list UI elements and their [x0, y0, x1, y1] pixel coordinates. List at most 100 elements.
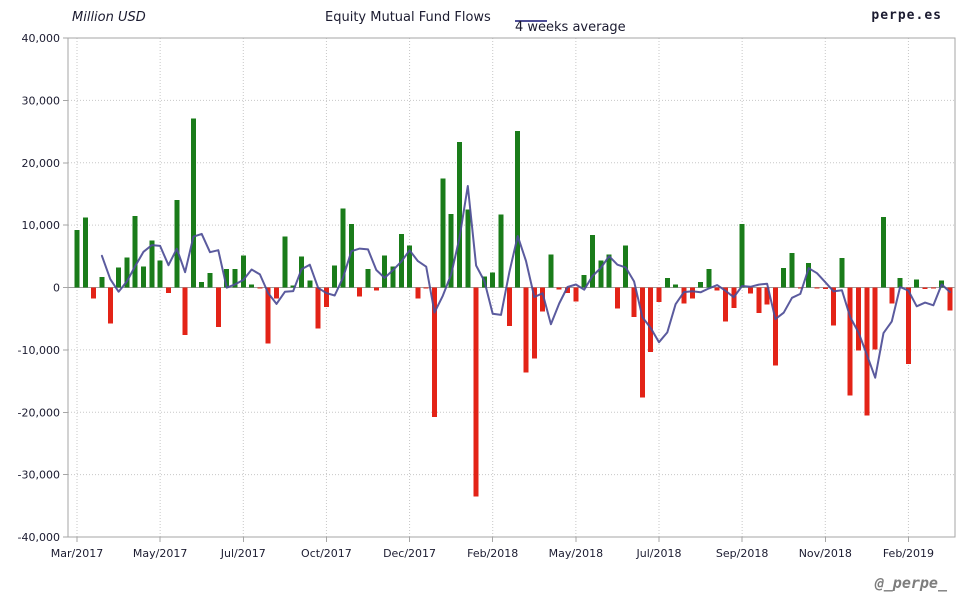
y-axis-label: 20,000 — [22, 157, 61, 170]
flow-bar-positive — [99, 276, 105, 288]
flow-bar-positive — [307, 280, 313, 288]
flow-bar-positive — [789, 253, 795, 288]
flow-bar-positive — [157, 260, 163, 288]
flow-bar-negative — [315, 287, 321, 329]
flow-bar-negative — [531, 287, 537, 359]
y-axis-label: 10,000 — [22, 219, 61, 232]
flow-bar-negative — [756, 287, 762, 313]
flow-bar-negative — [889, 287, 895, 304]
flow-bar-positive — [332, 265, 338, 288]
y-unit-label: Million USD — [72, 10, 146, 25]
flow-bar-positive — [914, 279, 920, 288]
y-axis-label: 40,000 — [22, 32, 61, 45]
flow-bar-negative — [764, 287, 770, 305]
flow-bar-negative — [556, 287, 562, 290]
flow-bar-negative — [797, 287, 803, 289]
flow-bar-negative — [540, 287, 546, 312]
flow-bar-positive — [249, 284, 255, 288]
flow-bar-negative — [656, 287, 662, 303]
flow-bar-positive — [348, 223, 354, 288]
flow-bar-positive — [116, 267, 122, 288]
flow-bar-positive — [839, 258, 845, 288]
x-axis-label: Dec/2017 — [383, 547, 436, 560]
legend-label: 4 weeks average — [515, 20, 626, 35]
x-axis-label: Jul/2017 — [220, 547, 266, 560]
flow-bar-negative — [523, 287, 529, 373]
flow-bar-positive — [340, 208, 346, 288]
flow-bar-positive — [806, 262, 812, 288]
flow-bar-negative — [864, 287, 870, 416]
flow-bar-positive — [589, 234, 595, 288]
flow-bar-positive — [240, 255, 246, 288]
flow-bar-negative — [215, 287, 221, 327]
flow-bar-negative — [107, 287, 113, 324]
flow-bar-negative — [573, 287, 579, 302]
x-axis-label: Feb/2019 — [883, 547, 934, 560]
flow-bar-negative — [814, 287, 820, 289]
x-axis-label: Nov/2018 — [799, 547, 852, 560]
flow-bar-positive — [199, 282, 205, 288]
flow-bar-positive — [673, 284, 679, 288]
flow-bar-positive — [606, 254, 612, 288]
flow-bar-negative — [614, 287, 620, 309]
flow-bar-positive — [149, 240, 155, 288]
x-axis-label: May/2017 — [133, 547, 187, 560]
y-axis-label: 30,000 — [22, 94, 61, 107]
flow-bar-positive — [132, 215, 138, 288]
flow-bar-negative — [415, 287, 421, 299]
flow-bar-negative — [274, 287, 280, 299]
flow-bar-negative — [648, 287, 654, 353]
flow-bar-positive — [706, 268, 712, 288]
flow-bar-positive — [207, 273, 213, 288]
flow-bar-negative — [165, 287, 171, 294]
flow-bar-positive — [390, 266, 396, 288]
flow-bar-negative — [423, 287, 429, 289]
flow-bar-positive — [282, 236, 288, 288]
flow-bar-positive — [124, 257, 130, 288]
flow-bar-positive — [440, 178, 446, 288]
x-axis-label: May/2018 — [549, 547, 603, 560]
flow-bar-negative — [631, 287, 637, 318]
x-axis-label: Jul/2018 — [636, 547, 682, 560]
flow-bar-negative — [847, 287, 853, 396]
flow-bar-negative — [831, 287, 837, 326]
flow-bar-positive — [141, 266, 147, 288]
flow-bar-positive — [781, 268, 787, 288]
flow-bar-negative — [723, 287, 729, 322]
flow-bar-positive — [515, 130, 521, 288]
flow-bar-negative — [714, 287, 720, 291]
flow-bar-positive — [498, 214, 504, 288]
flow-bar-negative — [822, 287, 828, 290]
flow-bar-positive — [232, 268, 238, 288]
flow-bar-negative — [506, 287, 512, 327]
flow-bar-negative — [432, 287, 438, 418]
flow-bar-negative — [91, 287, 97, 299]
flow-bar-positive — [897, 277, 903, 288]
flow-bar-negative — [357, 287, 363, 297]
flow-bar-positive — [456, 142, 462, 288]
x-axis-label: Oct/2017 — [301, 547, 352, 560]
flow-bar-positive — [382, 255, 388, 288]
flow-bar-positive — [365, 268, 371, 288]
flow-bar-positive — [490, 272, 496, 288]
flow-bar-positive — [664, 278, 670, 288]
x-axis-label: Feb/2018 — [467, 547, 518, 560]
flow-bar-negative — [681, 287, 687, 304]
flow-bar-negative — [772, 287, 778, 366]
flow-bar-positive — [74, 230, 80, 288]
flow-bar-negative — [323, 287, 329, 307]
flow-bar-negative — [182, 287, 188, 335]
flow-bar-positive — [465, 209, 471, 288]
flow-bar-negative — [473, 287, 479, 497]
flow-bar-positive — [548, 254, 554, 288]
x-axis-label: Sep/2018 — [716, 547, 768, 560]
flow-bar-negative — [947, 287, 953, 311]
flow-bar-negative — [856, 287, 862, 351]
flow-bar-positive — [698, 282, 704, 288]
y-axis-label: -20,000 — [18, 406, 60, 419]
y-axis-label: 0 — [53, 282, 60, 295]
brand-logo: perpe.es — [871, 8, 942, 23]
flow-bar-negative — [373, 287, 379, 291]
